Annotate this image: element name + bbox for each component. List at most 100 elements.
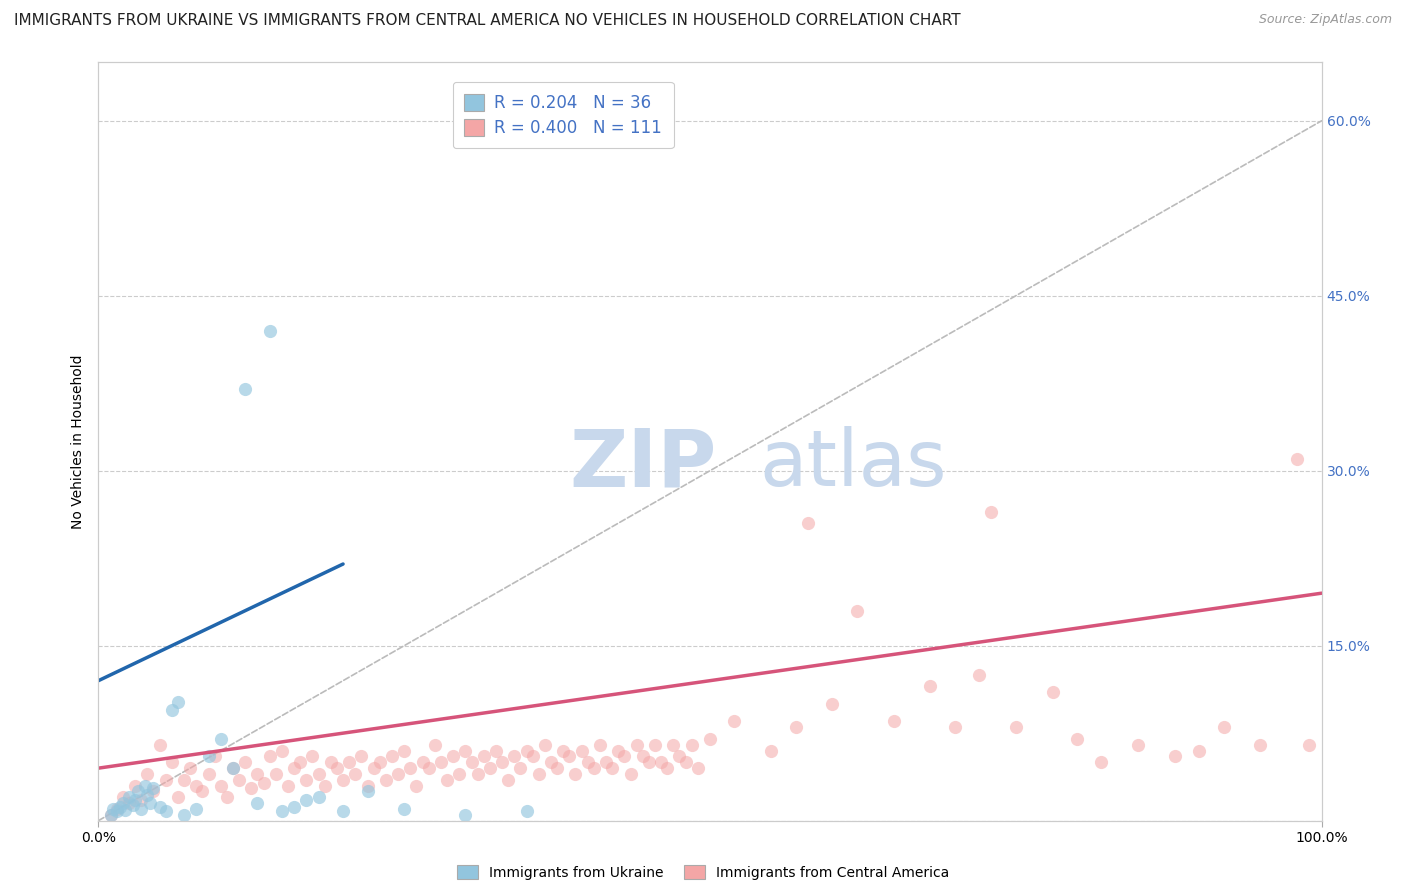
Point [160, 703, 183, 717]
Point [454, 744, 477, 758]
Point [142, 784, 165, 798]
Point [167, 695, 190, 709]
Point [100, 807, 122, 822]
Point [326, 761, 349, 775]
Point [412, 756, 434, 770]
Point [173, 807, 195, 822]
Point [637, 756, 661, 770]
Point [111, 796, 134, 810]
Point [600, 761, 623, 775]
Point [943, 720, 966, 734]
Point [491, 756, 513, 770]
Point [155, 772, 177, 787]
Point [387, 767, 409, 781]
Point [215, 790, 238, 805]
Point [129, 802, 152, 816]
Point [124, 792, 146, 806]
Point [100, 807, 122, 822]
Point [290, 756, 312, 770]
Point [626, 738, 648, 752]
Point [209, 731, 232, 746]
Point [209, 779, 232, 793]
Point [368, 756, 391, 770]
Point [1128, 738, 1150, 752]
Point [516, 805, 538, 819]
Point [399, 761, 422, 775]
Point [761, 744, 783, 758]
Point [522, 749, 544, 764]
Point [681, 738, 703, 752]
Point [460, 756, 482, 770]
Point [363, 761, 385, 775]
Point [1004, 720, 1026, 734]
Point [264, 767, 287, 781]
Point [136, 788, 159, 802]
Point [467, 767, 489, 781]
Point [204, 749, 226, 764]
Point [553, 744, 575, 758]
Point [675, 756, 697, 770]
Point [657, 761, 679, 775]
Point [222, 761, 245, 775]
Point [650, 756, 672, 770]
Point [118, 796, 141, 810]
Point [186, 802, 208, 816]
Point [142, 780, 165, 795]
Text: Source: ZipAtlas.com: Source: ZipAtlas.com [1258, 13, 1392, 27]
Point [114, 803, 136, 817]
Point [1212, 720, 1234, 734]
Point [105, 802, 128, 816]
Point [350, 749, 373, 764]
Point [332, 772, 354, 787]
Point [589, 738, 612, 752]
Point [283, 761, 305, 775]
Point [797, 516, 820, 531]
Point [516, 744, 538, 758]
Point [619, 767, 641, 781]
Point [883, 714, 905, 729]
Point [485, 744, 508, 758]
Point [613, 749, 636, 764]
Point [496, 772, 519, 787]
Point [356, 779, 378, 793]
Point [197, 749, 219, 764]
Point [686, 761, 709, 775]
Point [723, 714, 745, 729]
Point [668, 749, 690, 764]
Point [503, 749, 526, 764]
Point [136, 767, 159, 781]
Point [155, 805, 177, 819]
Point [423, 738, 446, 752]
Point [564, 767, 586, 781]
Point [436, 772, 458, 787]
Point [607, 744, 630, 758]
Point [129, 792, 152, 806]
Point [270, 805, 294, 819]
Point [1286, 452, 1309, 467]
Point [197, 767, 219, 781]
Point [179, 761, 201, 775]
Point [441, 749, 464, 764]
Point [259, 324, 281, 338]
Point [540, 756, 562, 770]
Point [534, 738, 557, 752]
Point [631, 749, 654, 764]
Point [186, 779, 208, 793]
Point [472, 749, 495, 764]
Legend: R = 0.204   N = 36, R = 0.400   N = 111: R = 0.204 N = 36, R = 0.400 N = 111 [453, 82, 673, 148]
Point [295, 772, 318, 787]
Point [785, 720, 807, 734]
Point [644, 738, 666, 752]
Point [967, 668, 990, 682]
Point [139, 796, 162, 810]
Point [233, 756, 256, 770]
Point [392, 802, 416, 816]
Point [374, 772, 396, 787]
Point [101, 802, 124, 816]
Point [259, 749, 281, 764]
Point [301, 749, 323, 764]
Point [1090, 756, 1112, 770]
Point [392, 744, 416, 758]
Point [105, 805, 128, 819]
Text: atlas: atlas [759, 426, 946, 502]
